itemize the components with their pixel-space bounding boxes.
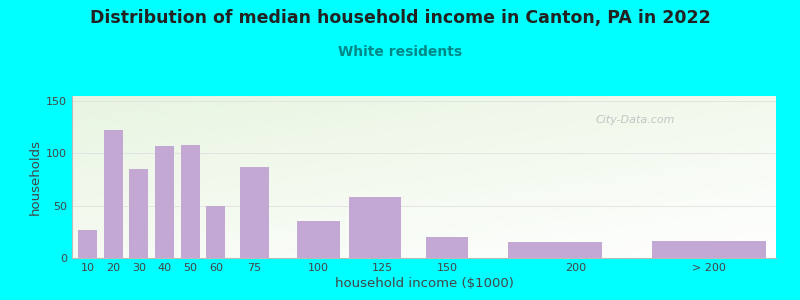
Bar xyxy=(240,167,269,258)
Bar xyxy=(206,206,226,258)
Text: City-Data.com: City-Data.com xyxy=(595,115,675,125)
Text: Distribution of median household income in Canton, PA in 2022: Distribution of median household income … xyxy=(90,9,710,27)
Bar xyxy=(78,230,97,258)
Bar xyxy=(298,221,340,258)
X-axis label: household income ($1000): household income ($1000) xyxy=(334,277,514,290)
Bar xyxy=(653,241,766,258)
Bar xyxy=(426,237,468,258)
Text: White residents: White residents xyxy=(338,45,462,59)
Bar xyxy=(155,146,174,258)
Bar xyxy=(508,242,602,258)
Bar xyxy=(181,145,200,258)
Bar xyxy=(130,169,148,258)
Bar xyxy=(104,130,122,258)
Y-axis label: households: households xyxy=(29,139,42,215)
Bar xyxy=(349,197,401,258)
